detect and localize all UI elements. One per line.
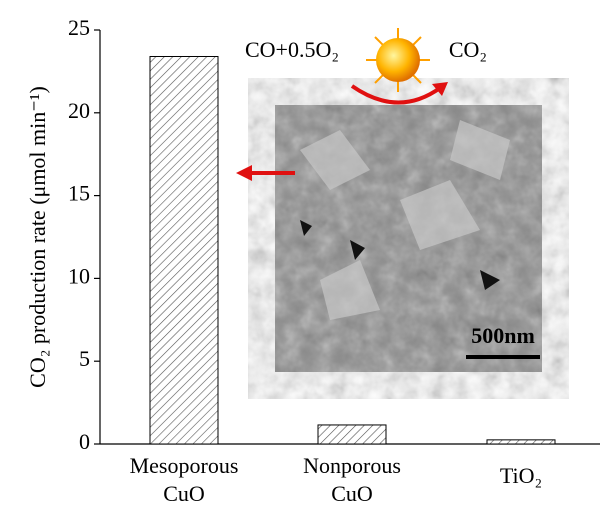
reactant-label: CO+0.5O₂ [245, 37, 339, 62]
x-tick-label: Nonporous CuO [303, 453, 401, 506]
y-tick-label: 0 [79, 429, 90, 454]
y-tick-label: 25 [68, 15, 90, 40]
y-axis-label: CO₂ production rate (μmol min⁻¹) [25, 86, 50, 388]
y-tick-label: 10 [68, 263, 90, 288]
bar [149, 55, 219, 445]
reaction-arrow [350, 84, 442, 105]
y-tick-label: 15 [68, 181, 90, 206]
scale-bar-label: 500nm [471, 323, 535, 348]
sun-icon [366, 28, 430, 92]
y-tick-label: 20 [68, 98, 90, 123]
pointer-arrow-head [236, 165, 252, 181]
bar [317, 424, 387, 445]
bar [486, 439, 556, 445]
x-tick-label: TiO₂ [500, 463, 542, 488]
product-label: CO₂ [449, 37, 487, 62]
sem-image [275, 105, 542, 372]
y-tick-label: 5 [79, 346, 90, 371]
x-tick-label: Mesoporous CuO [130, 453, 239, 506]
reaction-arrow-head [432, 82, 448, 96]
